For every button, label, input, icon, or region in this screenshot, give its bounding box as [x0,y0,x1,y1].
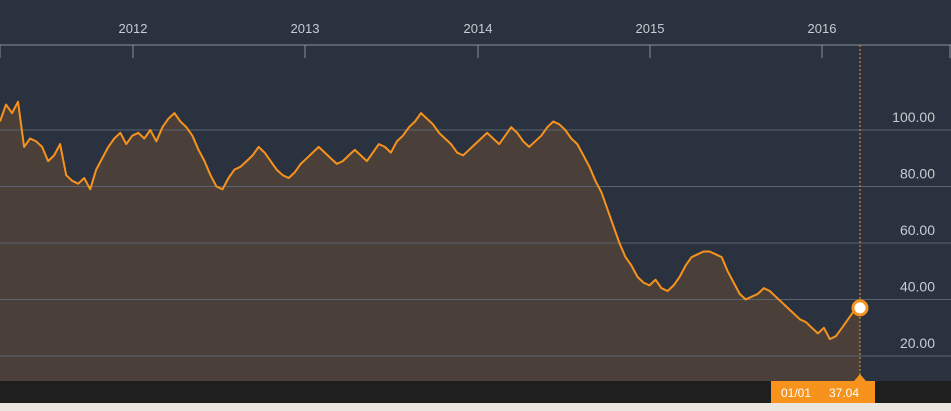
x-axis-band [0,0,951,45]
line-layer [0,100,861,341]
y-tick-layer: 100.00 80.00 60.00 40.00 20.00 [892,109,935,351]
y-tick-label: 80.00 [900,166,935,182]
x-tick-label: 2013 [291,21,320,36]
y-tick-label: 20.00 [900,335,935,351]
price-area [0,101,860,382]
hover-marker[interactable]: 01/01 37.04 [771,45,875,403]
x-tick-label: 2012 [119,21,148,36]
y-tick-label: 40.00 [900,279,935,295]
tooltip-pointer [854,374,866,381]
tooltip-value: 37.04 [829,386,859,400]
year-layer: 2012 2013 2014 2015 2016 [0,21,951,58]
tooltip-box [771,381,875,403]
footer-bar [0,381,951,403]
marker-dot[interactable] [851,299,869,317]
x-tick-label: 2015 [636,21,665,36]
y-tick-label: 100.00 [892,109,935,125]
area-layer [0,101,860,382]
x-tick-label: 2014 [464,21,493,36]
tooltip-date: 01/01 [781,386,811,400]
grid-layer [0,129,951,357]
y-tick-label: 60.00 [900,222,935,238]
x-tick-label: 2016 [808,21,837,36]
price-line [0,100,861,341]
bottom-strip [0,403,951,411]
